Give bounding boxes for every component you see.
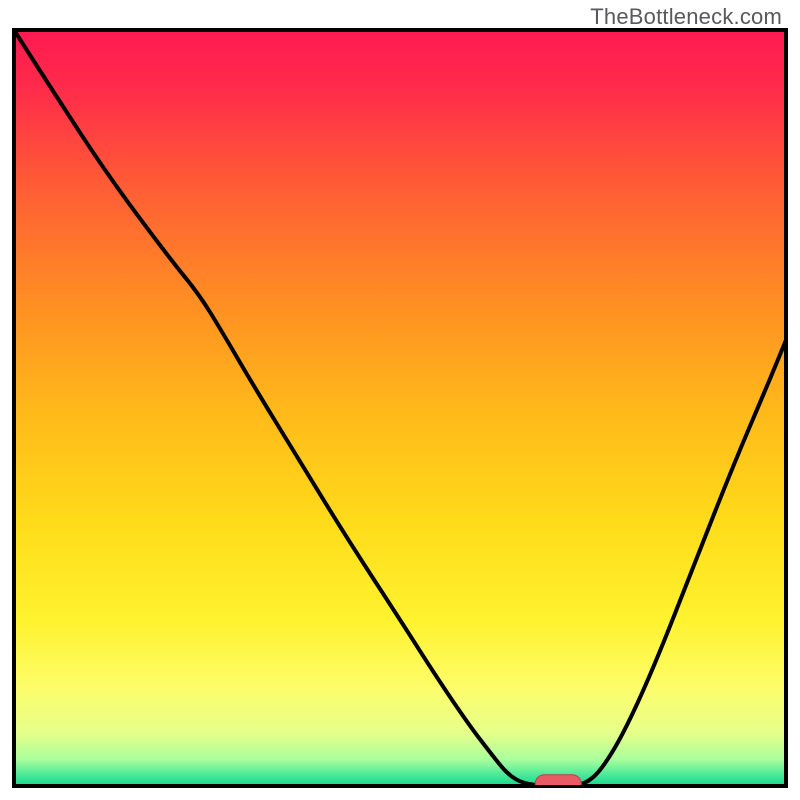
chart-svg	[12, 28, 788, 788]
chart-background	[14, 30, 786, 786]
gradient-line-chart	[12, 28, 788, 788]
watermark-text: TheBottleneck.com	[590, 4, 782, 30]
